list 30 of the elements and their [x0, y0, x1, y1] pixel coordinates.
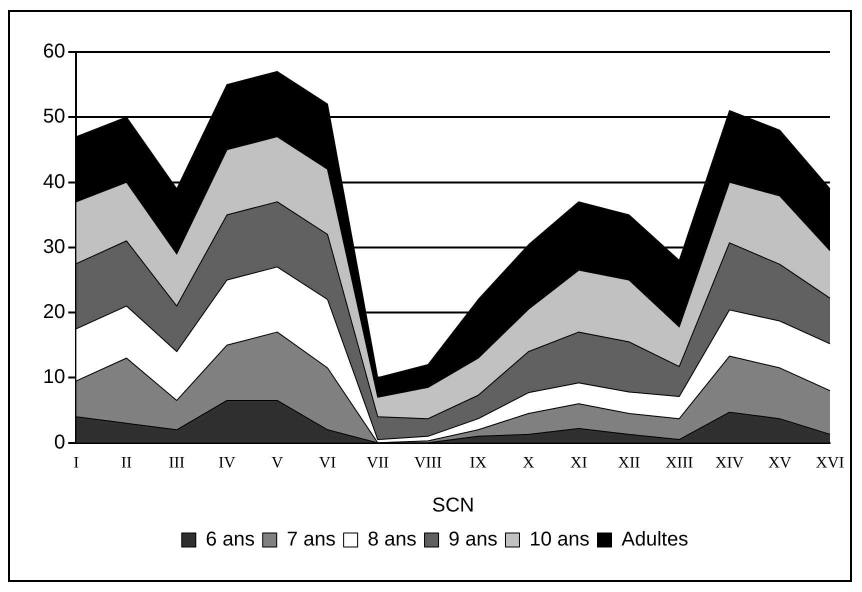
x-tick-label: IV: [218, 454, 236, 472]
x-tick-label: V: [271, 454, 284, 472]
legend-label: 7 ans: [286, 528, 336, 551]
x-tick-label: VI: [319, 454, 336, 472]
legend-label: 10 ans: [529, 528, 590, 551]
y-tick-label: 0: [54, 431, 66, 454]
legend-label: 6 ans: [206, 528, 255, 551]
x-axis-title: SCN: [432, 494, 474, 517]
x-tick-label: XI: [570, 454, 588, 472]
x-tick-label: I: [74, 454, 79, 472]
x-tick-label: XVI: [816, 454, 844, 472]
x-tick-label: XIV: [715, 454, 744, 472]
x-tick-label: VII: [366, 454, 389, 472]
x-tick-label: II: [121, 454, 132, 472]
legend-label: 8 ans: [368, 528, 417, 551]
y-tick-label: 20: [42, 301, 66, 324]
x-tick-label: IX: [470, 454, 488, 472]
y-tick-label: 50: [42, 106, 66, 128]
x-tick-label: X: [522, 454, 535, 472]
x-tick-label: III: [168, 454, 185, 472]
y-tick-label: 60: [42, 40, 66, 63]
legend-label: Adultes: [622, 528, 688, 551]
x-tick-label: XIII: [665, 454, 694, 472]
x-tick-label: XII: [618, 454, 640, 472]
x-tick-label: XV: [768, 454, 792, 472]
y-tick-label: 10: [42, 366, 66, 388]
x-tick-label: VIII: [414, 454, 442, 472]
legend-label: 9 ans: [448, 528, 498, 551]
y-tick-label: 40: [42, 170, 66, 193]
y-tick-label: 30: [42, 236, 66, 258]
